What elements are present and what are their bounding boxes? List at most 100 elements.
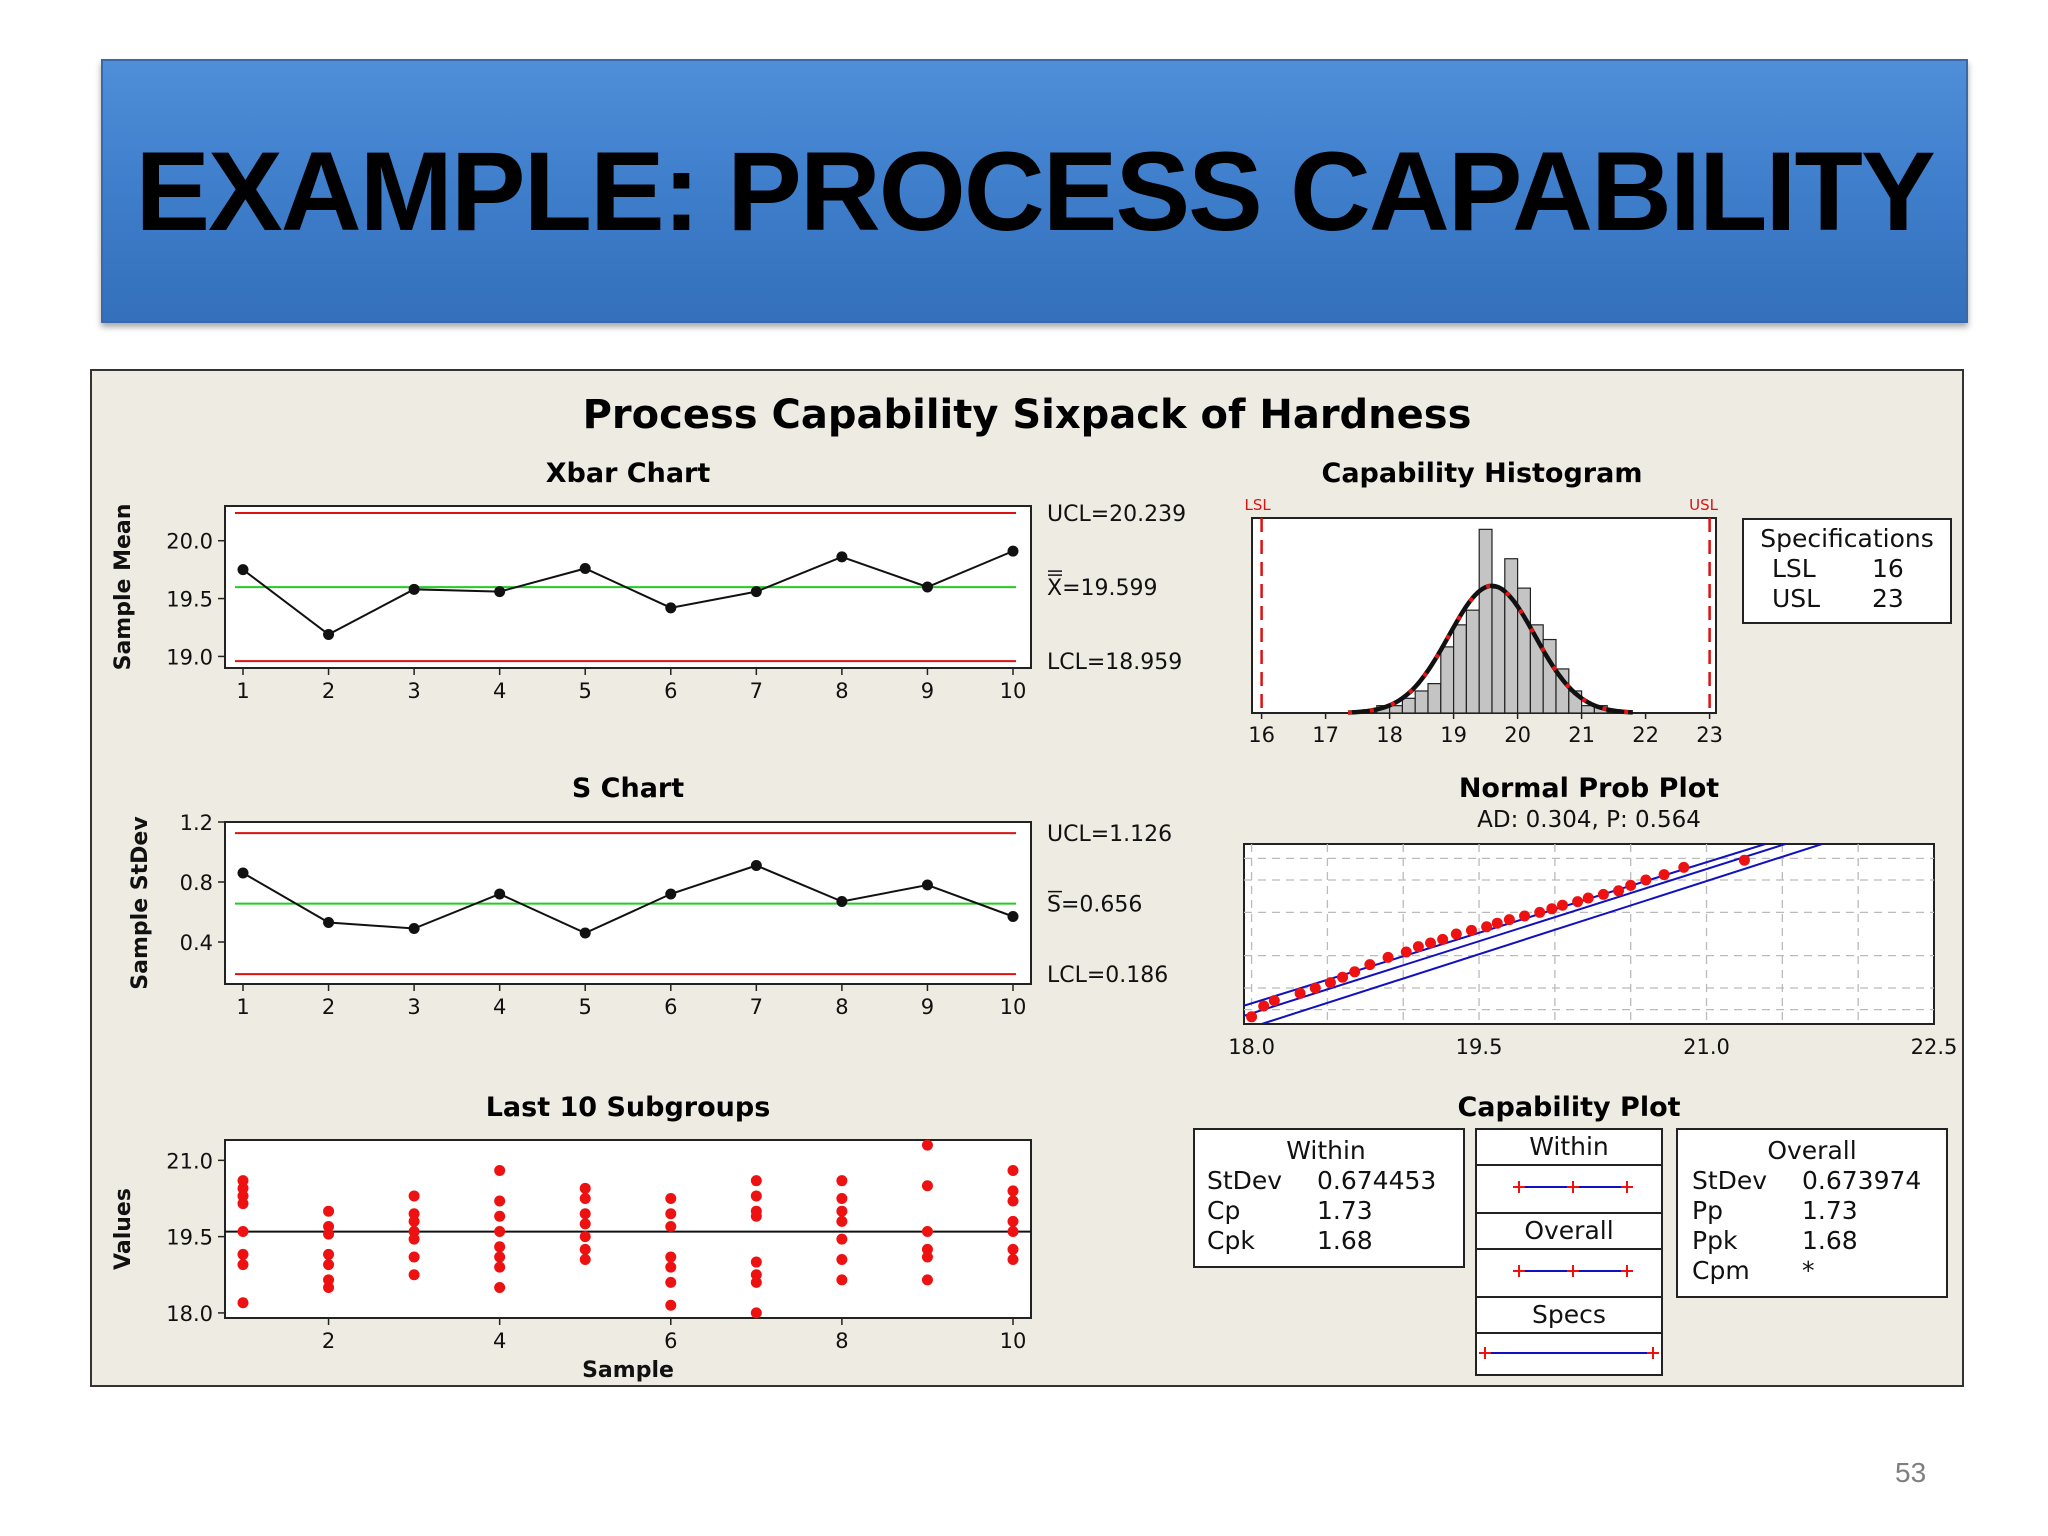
np-point xyxy=(1534,906,1546,918)
last10-point xyxy=(494,1195,506,1207)
hist-bar xyxy=(1452,624,1467,714)
last10-point xyxy=(1007,1226,1019,1238)
cap-within-bar-box xyxy=(1475,1164,1663,1214)
specifications-title: Specifications xyxy=(1760,524,1934,553)
np-fit-line xyxy=(1244,844,1786,1017)
last10-point xyxy=(1007,1195,1019,1207)
hist-bar xyxy=(1440,646,1455,714)
last10-point xyxy=(665,1299,677,1311)
np-xtick-label: 19.5 xyxy=(1456,1035,1503,1059)
last10-point xyxy=(750,1190,762,1202)
np-ci-lower xyxy=(1261,844,1823,1024)
np-point xyxy=(1324,977,1336,989)
np-point xyxy=(1546,903,1558,915)
last10-point xyxy=(494,1241,506,1253)
s-g-xtick-label: 10 xyxy=(1000,995,1027,1019)
last10-point xyxy=(750,1307,762,1319)
s-g-ucl-label: UCL=1.126 xyxy=(1047,822,1172,847)
last10-ytick-label: 19.5 xyxy=(166,1226,213,1250)
overall-ppk-label: Ppk xyxy=(1692,1226,1738,1255)
np-xtick-label: 21.0 xyxy=(1683,1035,1730,1059)
overall-stdev-label: StDev xyxy=(1692,1166,1768,1195)
xbar-g-xtick-label: 3 xyxy=(407,679,420,703)
last10-point xyxy=(323,1259,335,1271)
xbar-g-series-line xyxy=(242,550,1014,636)
last10-point xyxy=(579,1208,591,1220)
s-g-center-label: S=0.656 xyxy=(1047,893,1142,918)
last10-point xyxy=(323,1248,335,1260)
last10-point xyxy=(408,1208,420,1220)
last10-point xyxy=(237,1248,249,1260)
sixpack-panel: Process Capability Sixpack of Hardness X… xyxy=(90,369,1964,1387)
last10-point xyxy=(323,1274,335,1286)
np-point xyxy=(1337,971,1349,983)
np-point xyxy=(1382,951,1394,963)
np-point xyxy=(1425,937,1437,949)
cap-within-header: Within xyxy=(1475,1128,1663,1166)
xbar-chart: Xbar ChartUCL=20.239X=19.599LCL=18.95919… xyxy=(111,458,1186,703)
last10-point xyxy=(836,1205,848,1217)
last10-point xyxy=(408,1251,420,1263)
last10-point xyxy=(494,1226,506,1238)
xbar-g-title: Xbar Chart xyxy=(546,458,711,489)
hist-xtick-label: 21 xyxy=(1568,723,1595,747)
np-point xyxy=(1349,966,1361,978)
np-point xyxy=(1294,987,1306,999)
cap-overall-bar-box xyxy=(1475,1248,1663,1298)
last10-point xyxy=(579,1192,591,1204)
hist-xtick-label: 16 xyxy=(1248,723,1275,747)
last10-point xyxy=(921,1180,933,1192)
np-xtick-label: 18.0 xyxy=(1228,1035,1275,1059)
xbar-g-xtick-label: 7 xyxy=(750,679,763,703)
hist-xtick-label: 18 xyxy=(1376,723,1403,747)
xbar-g-xtick-label: 1 xyxy=(236,679,249,703)
xbar-g-xtick-label: 9 xyxy=(921,679,934,703)
last10-point xyxy=(237,1190,249,1202)
cap-within-bar xyxy=(1513,1181,1633,1193)
last10-point xyxy=(237,1182,249,1194)
hist-bar xyxy=(1427,683,1442,714)
np-xtick-label: 22.5 xyxy=(1911,1035,1958,1059)
np-subtitle: AD: 0.304, P: 0.564 xyxy=(1477,807,1701,833)
last10-point xyxy=(665,1192,677,1204)
cap-specs-label: Specs xyxy=(1532,1300,1606,1329)
overall-cpm-label: Cpm xyxy=(1692,1256,1750,1285)
np-point xyxy=(1481,921,1493,933)
spec-usl-value: 23 xyxy=(1872,584,1904,613)
cap-specs-bar-box xyxy=(1475,1332,1663,1376)
np-point xyxy=(1519,910,1531,922)
xbar-g-lcl-label: LCL=18.959 xyxy=(1047,650,1182,675)
last10-point xyxy=(408,1215,420,1227)
last10-point xyxy=(1007,1243,1019,1255)
hist-bar xyxy=(1478,528,1493,714)
np-point xyxy=(1678,861,1690,873)
np-point xyxy=(1597,888,1609,900)
xbar-g-ylabel: Sample Mean xyxy=(111,504,136,671)
s-g-point xyxy=(494,888,506,900)
last10-point xyxy=(750,1269,762,1281)
last10-point xyxy=(750,1276,762,1288)
xbar-g-point xyxy=(921,581,933,593)
capability-plot-legend: Within Overall Specs xyxy=(1475,1128,1663,1376)
last10-point xyxy=(921,1274,933,1286)
np-point xyxy=(1309,982,1321,994)
s-g-point xyxy=(1007,911,1019,922)
s-g-xtick-label: 2 xyxy=(322,995,335,1019)
s-g-xtick-label: 8 xyxy=(835,995,848,1019)
within-cpk-value: 1.68 xyxy=(1317,1226,1373,1255)
s-g-xtick-label: 3 xyxy=(407,995,420,1019)
last10-point xyxy=(494,1210,506,1222)
cap-specs-header: Specs xyxy=(1475,1296,1663,1334)
spec-usl-label: USL xyxy=(1772,584,1821,613)
last10-ytick-label: 21.0 xyxy=(166,1149,213,1173)
last10-point xyxy=(836,1175,848,1187)
s-g-lcl-label: LCL=0.186 xyxy=(1047,963,1168,988)
last10-point xyxy=(665,1276,677,1288)
np-point xyxy=(1258,1000,1270,1012)
last10-point xyxy=(323,1281,335,1293)
s-chart: S Chart UCL=1.126 S=0.656 LCL=0.186 0.4 0.8 1.… xyxy=(128,773,1172,1019)
last10-point xyxy=(836,1254,848,1266)
spec-lsl-value: 16 xyxy=(1872,554,1904,583)
hist-xtick-label: 19 xyxy=(1440,723,1467,747)
last10-point xyxy=(408,1226,420,1238)
